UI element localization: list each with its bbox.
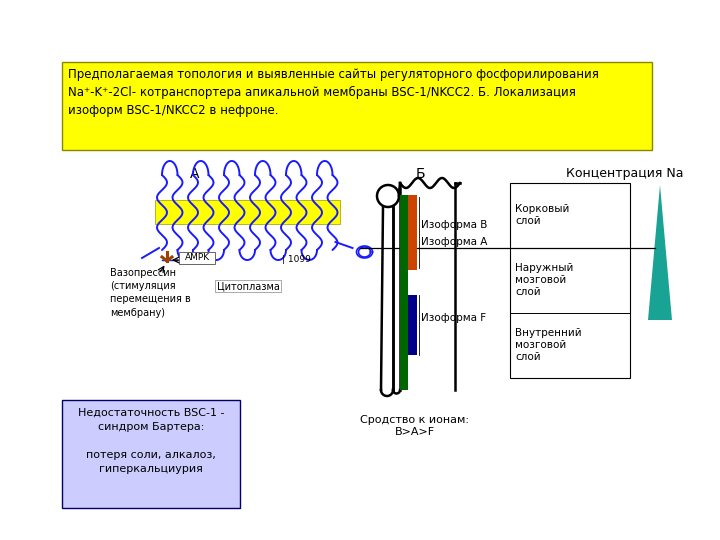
Bar — [510, 183, 630, 378]
Text: Цитоплазма: Цитоплазма — [217, 281, 279, 291]
Text: Предполагаемая топология и выявленные сайты регуляторного фосфорилирования
Na⁺-K: Предполагаемая топология и выявленные са… — [68, 68, 599, 117]
Text: Вазопрессин
(стимуляция
перемещения в
мембрану): Вазопрессин (стимуляция перемещения в ме… — [110, 268, 191, 318]
Text: Наружный
мозговой
слой: Наружный мозговой слой — [515, 262, 573, 298]
Text: Изоформа А: Изоформа А — [421, 237, 487, 247]
Text: Корковый
слой: Корковый слой — [515, 204, 570, 226]
Text: А: А — [190, 167, 199, 181]
Text: Сродство к ионам:: Сродство к ионам: — [361, 415, 469, 425]
Text: Изоформа F: Изоформа F — [421, 313, 486, 323]
Text: B>A>F: B>A>F — [395, 427, 435, 437]
Bar — [179, 252, 215, 264]
Polygon shape — [648, 185, 672, 320]
Text: AMPK: AMPK — [184, 253, 210, 262]
Bar — [62, 400, 240, 508]
Bar — [408, 195, 417, 270]
Bar — [408, 295, 417, 355]
Text: | 1099: | 1099 — [282, 254, 311, 264]
Text: Изоформа B: Изоформа B — [421, 220, 487, 230]
Bar — [400, 195, 408, 390]
Bar — [155, 200, 340, 224]
Text: Концентрация Na: Концентрация Na — [566, 167, 684, 180]
Text: Недостаточность BSC-1 -
синдром Бартера:

потеря соли, алкалоз,
гиперкальциурия: Недостаточность BSC-1 - синдром Бартера:… — [78, 408, 224, 474]
Text: Внутренний
мозговой
слой: Внутренний мозговой слой — [515, 328, 582, 362]
Bar — [62, 62, 652, 150]
Text: Б: Б — [415, 167, 425, 181]
Bar — [215, 280, 281, 292]
Text: 1: 1 — [201, 255, 207, 265]
